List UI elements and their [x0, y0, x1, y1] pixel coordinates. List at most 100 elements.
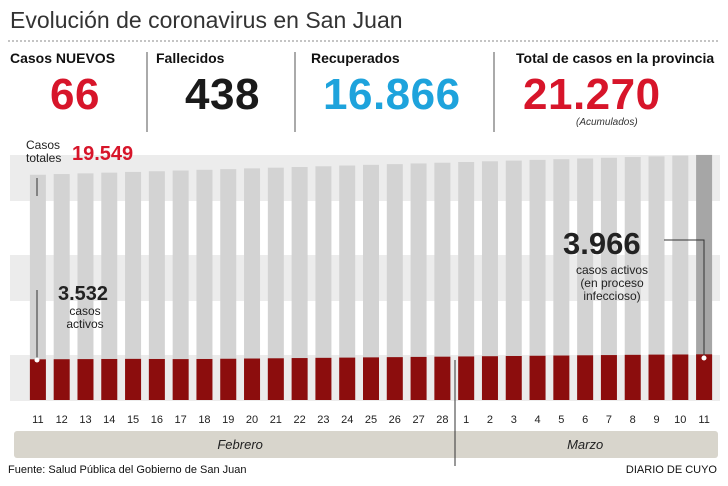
- annotation-text: Casos totales: [26, 138, 62, 165]
- x-tick-label: 16: [151, 414, 163, 426]
- active-bar: [434, 356, 451, 400]
- x-tick-label: 17: [175, 414, 187, 426]
- total-bar: [577, 158, 594, 400]
- month-label: Febrero: [217, 437, 263, 452]
- x-tick-label: 9: [653, 414, 659, 426]
- total-bar: [672, 155, 689, 400]
- source: Fuente: Salud Pública del Gobierno de Sa…: [8, 464, 247, 476]
- active-bar: [363, 357, 379, 400]
- stat-label: Casos NUEVOS: [10, 50, 116, 66]
- active-bar: [505, 355, 522, 400]
- x-tick-label: 21: [270, 414, 282, 426]
- total-bar: [220, 169, 237, 400]
- stat-label: Recuperados: [311, 50, 400, 66]
- annotation-text: casos activos: [66, 304, 104, 331]
- leader-dot: [701, 355, 707, 361]
- active-bar: [53, 359, 70, 400]
- x-tick-label: 4: [534, 414, 540, 426]
- total-bar: [339, 165, 356, 400]
- total-bar: [600, 157, 617, 400]
- month-label: Marzo: [567, 437, 603, 452]
- x-tick-label: 27: [412, 414, 424, 426]
- active-bar: [600, 355, 617, 400]
- x-tick-label: 14: [103, 414, 115, 426]
- total-bar: [315, 166, 332, 400]
- x-tick-label: 10: [674, 414, 686, 426]
- x-tick-label: 6: [582, 414, 588, 426]
- total-bar: [458, 162, 475, 400]
- x-tick-label: 7: [606, 414, 612, 426]
- active-bar: [77, 359, 94, 400]
- annotation-value: 3.532: [58, 283, 109, 305]
- stat-value: 438: [185, 70, 260, 119]
- active-bar: [148, 358, 165, 400]
- x-tick-label: 5: [558, 414, 564, 426]
- total-bar: [505, 160, 522, 400]
- active-bar: [125, 358, 142, 400]
- total-bar: [196, 169, 213, 400]
- active-bar: [339, 357, 356, 400]
- active-bar: [696, 354, 713, 400]
- total-bar: [291, 166, 308, 400]
- total-bar: [244, 168, 261, 400]
- stat-value: 21.270: [523, 70, 661, 119]
- x-tick-label: 11: [698, 414, 709, 426]
- annotation-value: 19.549: [72, 143, 134, 165]
- x-tick-label: 22: [293, 414, 305, 426]
- annotation-text: casos activos (en proceso infeccioso): [575, 263, 649, 303]
- stat-note: (Acumulados): [576, 117, 638, 128]
- total-bar: [386, 164, 403, 400]
- total-bar: [172, 170, 189, 400]
- active-bar: [101, 358, 118, 400]
- stat-label: Total de casos en la provincia: [516, 50, 715, 66]
- x-tick-label: 1: [463, 414, 469, 426]
- active-bar: [267, 358, 284, 400]
- active-bar: [410, 356, 427, 400]
- total-bar: [529, 159, 546, 400]
- total-bar: [481, 161, 498, 400]
- stat-value: 66: [50, 70, 100, 119]
- total-bar: [77, 173, 94, 400]
- x-tick-label: 13: [79, 414, 91, 426]
- total-bar: [434, 162, 451, 400]
- active-bar: [624, 354, 641, 400]
- active-bar: [529, 355, 546, 400]
- total-bar: [624, 157, 641, 400]
- total-bar: [553, 159, 570, 400]
- title: Evolución de coronavirus en San Juan: [10, 7, 403, 33]
- total-bar: [29, 174, 46, 400]
- active-bar: [244, 358, 261, 400]
- active-bar: [315, 357, 332, 400]
- leader-dot: [34, 357, 40, 363]
- active-bar: [386, 357, 403, 400]
- stat-value: 16.866: [323, 70, 461, 119]
- x-tick-label: 2: [487, 414, 493, 426]
- active-bar: [29, 359, 46, 400]
- x-tick-label: 15: [127, 414, 139, 426]
- active-bar: [481, 356, 498, 400]
- x-tick-label: 12: [56, 414, 68, 426]
- x-tick-label: 24: [341, 414, 353, 426]
- month-band: [14, 431, 718, 458]
- x-tick-label: 18: [198, 414, 210, 426]
- total-bar: [363, 164, 379, 400]
- active-bar: [577, 355, 594, 400]
- total-bar: [648, 156, 665, 400]
- x-tick-label: 19: [222, 414, 234, 426]
- active-bar: [458, 356, 475, 400]
- total-bar: [148, 171, 165, 400]
- stat-label: Fallecidos: [156, 50, 225, 66]
- active-bar: [220, 358, 237, 400]
- active-bar: [553, 355, 570, 400]
- leader-line: [664, 239, 705, 358]
- active-bar: [291, 358, 308, 400]
- x-tick-label: 23: [317, 414, 329, 426]
- x-tick-label: 8: [630, 414, 636, 426]
- total-bar: [267, 167, 284, 400]
- x-tick-label: 3: [511, 414, 517, 426]
- active-bar: [648, 354, 665, 400]
- active-bar: [172, 359, 189, 400]
- total-bar: [101, 172, 118, 400]
